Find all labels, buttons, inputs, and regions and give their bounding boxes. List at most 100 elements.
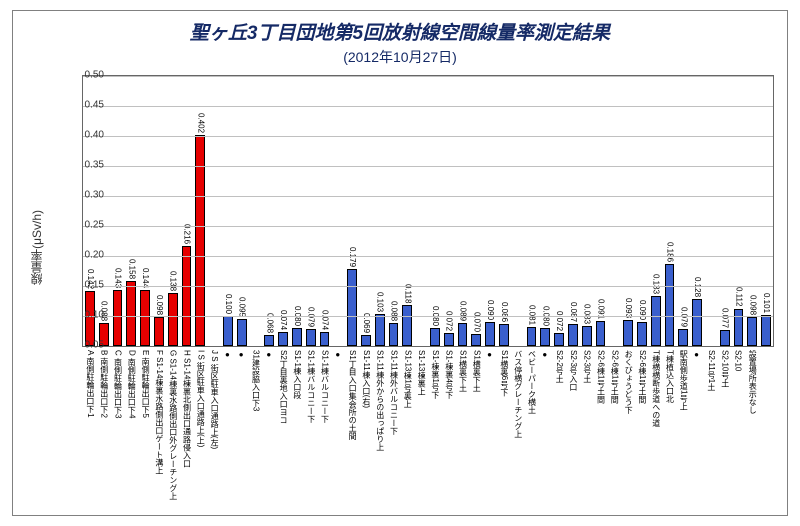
bar-value-label: 0.133 bbox=[652, 274, 661, 294]
bar bbox=[485, 322, 495, 346]
y-axis-label: 線量率(μSv/h) bbox=[28, 210, 45, 285]
x-tick-label: S1-11棟外からの出っぱり上 bbox=[375, 350, 386, 451]
bar-value-label: 0.095 bbox=[238, 297, 247, 317]
y-tick-label: 0.30 bbox=[64, 190, 104, 201]
chart-container: 聖ヶ丘3丁目団地第5回放射線空間線量率測定結果 (2012年10月27日) 線量… bbox=[0, 0, 800, 526]
x-tick-label: S1-1棟入口段 bbox=[292, 350, 303, 399]
bar-value-label: 0.144 bbox=[141, 268, 150, 288]
x-tick-label: S2-2号土 bbox=[554, 350, 565, 383]
bar-value-label: 0.072 bbox=[555, 311, 564, 331]
x-tick-label: S1横裏下土 bbox=[458, 350, 469, 392]
grid-line bbox=[83, 106, 773, 107]
bar-value-label: 0.101 bbox=[762, 293, 771, 313]
bar bbox=[596, 321, 606, 346]
bar bbox=[389, 323, 399, 346]
x-tick-label: T棟植込入口北 bbox=[665, 350, 676, 403]
bar bbox=[499, 324, 509, 346]
bar-value-label: 0.103 bbox=[376, 292, 385, 312]
bar bbox=[458, 323, 468, 346]
x-tick-label: 31建設脇入口下3 bbox=[251, 350, 262, 411]
x-tick-label: S2-3号土 bbox=[582, 350, 593, 383]
x-tick-label: 駅南側歩道1号上 bbox=[678, 350, 689, 410]
y-tick-label: 0.05 bbox=[64, 340, 104, 351]
bar bbox=[306, 329, 316, 346]
chart-subtitle: (2012年10月27日) bbox=[0, 47, 800, 67]
x-tick-label: F S1-14棟裏水路側出口ゲート溝上 bbox=[154, 350, 165, 474]
bar bbox=[637, 322, 647, 346]
bars-group: 0.1420.0880.1430.1580.1440.0980.1380.216… bbox=[83, 76, 773, 346]
bar-value-label: 0.072 bbox=[445, 311, 454, 331]
bar-value-label: 0.089 bbox=[459, 301, 468, 321]
grid-line bbox=[83, 316, 773, 317]
y-tick-label: 0.50 bbox=[64, 70, 104, 81]
x-tick-label: G S1-14棟裏水路側出口外グレーチング上 bbox=[168, 350, 179, 500]
x-tick-label: ● bbox=[333, 350, 342, 359]
x-tick-label: T棟横横断歩道への道 bbox=[651, 350, 662, 427]
bar bbox=[223, 316, 233, 346]
x-tick-label: C 南側駐輪出口下3 bbox=[113, 350, 124, 418]
bar bbox=[623, 320, 633, 346]
x-tick-label: S2-6棟1号土間 bbox=[609, 350, 620, 403]
grid-line bbox=[83, 166, 773, 167]
bar-value-label: 0.112 bbox=[735, 287, 744, 306]
bar-value-label: 0.402 bbox=[196, 113, 205, 133]
bar-value-label: 0.158 bbox=[127, 259, 136, 279]
grid-line bbox=[83, 286, 773, 287]
bar bbox=[182, 246, 192, 346]
x-tick-label: ベビーパーク横土 bbox=[527, 350, 538, 414]
grid-line bbox=[83, 256, 773, 257]
x-tick-label: S1-11棟入口(右) bbox=[361, 350, 372, 408]
bar-value-label: 0.186 bbox=[666, 242, 675, 262]
bar-value-label: 0.138 bbox=[169, 271, 178, 291]
x-tick-label: S2-10 bbox=[734, 350, 743, 371]
bar-value-label: 0.216 bbox=[183, 224, 192, 244]
x-tick-label: H S1-14棟裏北側出口通路侵入口 bbox=[182, 350, 193, 467]
grid-line bbox=[83, 76, 773, 77]
x-tick-label: S2-6棟1号土間 bbox=[596, 350, 607, 403]
bar bbox=[237, 319, 247, 346]
x-tick-label: S1-棟裏4号下 bbox=[444, 350, 455, 399]
bar-value-label: 0.074 bbox=[321, 310, 330, 330]
bar bbox=[278, 332, 288, 346]
grid-line bbox=[83, 136, 773, 137]
x-tick-label: ● bbox=[223, 350, 232, 359]
bar bbox=[678, 329, 688, 346]
bar bbox=[402, 305, 412, 346]
x-tick-label: A 南側駐輪出口下1 bbox=[85, 350, 96, 418]
bar bbox=[720, 330, 730, 346]
x-tick-label: I S 街区駐車入口通路上(上) bbox=[195, 350, 206, 447]
x-tick-label: S2-11号1土 bbox=[706, 350, 717, 391]
bar bbox=[168, 293, 178, 346]
y-tick-label: 0.20 bbox=[64, 250, 104, 261]
bar bbox=[292, 328, 302, 346]
bar bbox=[665, 264, 675, 346]
bar bbox=[568, 324, 578, 346]
x-tick-label: S1-11棟外バルコニー下 bbox=[389, 350, 400, 435]
x-tick-label: S1-13棟裏上 bbox=[416, 350, 427, 395]
bar bbox=[554, 333, 564, 346]
x-tick-label: J S 街区駐車入口通路上(左) bbox=[209, 350, 220, 449]
y-tick-label: 0.15 bbox=[64, 280, 104, 291]
bar-value-label: 0.083 bbox=[583, 304, 592, 324]
x-tick-label: おくびょうどう下 bbox=[623, 350, 634, 414]
bar bbox=[347, 269, 357, 346]
bar bbox=[140, 290, 150, 346]
bar-value-label: 0.077 bbox=[721, 308, 730, 328]
bar-value-label: 0.088 bbox=[390, 301, 399, 321]
x-tick-label: S1-棟裏1号下 bbox=[430, 350, 441, 399]
bar bbox=[582, 326, 592, 346]
bar bbox=[154, 317, 164, 346]
x-tick-label: S1-1棟バルコニー下 bbox=[320, 350, 331, 423]
x-tick-label: S1横裏6号下 bbox=[499, 350, 510, 396]
bar-value-label: 0.098 bbox=[748, 295, 757, 315]
bar-value-label: 0.098 bbox=[155, 295, 164, 315]
plot-area: 0.1420.0880.1430.1580.1440.0980.1380.216… bbox=[82, 75, 774, 347]
x-tick-label: ● bbox=[264, 350, 273, 359]
bar bbox=[734, 309, 744, 346]
x-tick-label: S1丁目入口集会所の土間 bbox=[347, 350, 358, 440]
x-tick-label: ● bbox=[692, 350, 701, 359]
y-tick-label: 0.25 bbox=[64, 220, 104, 231]
bar bbox=[540, 328, 550, 346]
bar bbox=[747, 317, 757, 346]
bar bbox=[444, 333, 454, 346]
